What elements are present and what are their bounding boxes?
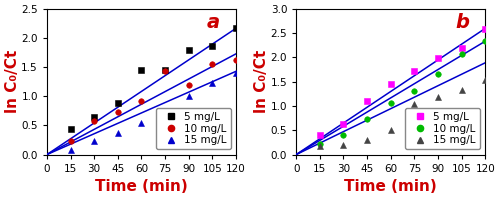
Text: b: b — [456, 13, 469, 32]
Y-axis label: ln C₀/Ct: ln C₀/Ct — [254, 50, 269, 113]
X-axis label: Time (min): Time (min) — [95, 179, 188, 194]
Y-axis label: ln C₀/Ct: ln C₀/Ct — [5, 50, 20, 113]
Legend: 5 mg/L, 10 mg/L, 15 mg/L: 5 mg/L, 10 mg/L, 15 mg/L — [156, 108, 230, 149]
Legend: 5 mg/L, 10 mg/L, 15 mg/L: 5 mg/L, 10 mg/L, 15 mg/L — [406, 108, 480, 149]
X-axis label: Time (min): Time (min) — [344, 179, 437, 194]
Text: a: a — [206, 13, 220, 32]
